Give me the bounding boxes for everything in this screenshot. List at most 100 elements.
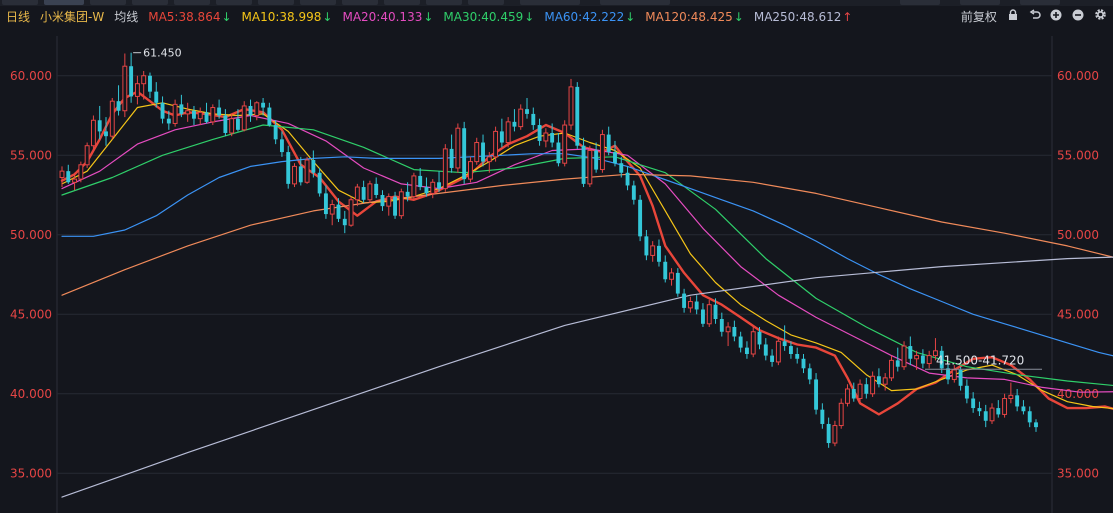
candle-body — [901, 345, 907, 368]
candle-body — [455, 127, 461, 169]
candle-body — [66, 171, 71, 183]
period-toolbar[interactable] — [0, 0, 1113, 6]
candle-body — [518, 108, 524, 128]
ma-line-ma250 — [61, 256, 1113, 498]
y-tick-label-left: 55.000 — [10, 148, 52, 162]
candle-body — [192, 110, 196, 119]
candle-body — [550, 132, 555, 143]
candle-body — [996, 408, 1001, 415]
candle-body — [599, 134, 605, 171]
arrow-down-icon: ↓ — [423, 10, 434, 24]
candle-body — [795, 354, 800, 359]
y-tick-label-left: 35.000 — [10, 466, 52, 480]
toolbar-button[interactable] — [300, 0, 336, 5]
candle-body — [738, 336, 743, 348]
candle-body — [449, 148, 454, 168]
candle-body — [474, 142, 480, 163]
y-axis-labels: 60.000 60.000 55.000 55.000 50.000 50.000 45.0… — [10, 69, 1099, 481]
ma-legend-item[interactable]: MA20:40.133 — [342, 10, 423, 24]
toolbar-button[interactable] — [132, 0, 168, 5]
toolbar-button[interactable] — [174, 0, 210, 5]
candle-body — [770, 355, 775, 362]
ma-items: MA5:38.864↓ MA10:38.998↓ MA20:40.133↓ MA30:… — [148, 10, 862, 24]
toolbar-button[interactable] — [600, 0, 670, 5]
toolbar-button[interactable] — [426, 0, 462, 5]
arrow-down-icon: ↓ — [322, 10, 333, 24]
ma-group-label[interactable]: 均线 — [114, 10, 139, 24]
ma-legend-item[interactable]: MA250:48.612 — [753, 10, 842, 24]
high-label: 61.450 — [143, 47, 182, 60]
candle-body — [750, 331, 756, 355]
candle-body — [775, 340, 781, 363]
candle-body — [261, 102, 266, 108]
y-tick-label-right: 45.000 — [1057, 307, 1099, 321]
candle-body — [481, 142, 485, 162]
candle-body — [1015, 395, 1020, 407]
candle-body — [914, 355, 920, 360]
candle-body — [442, 148, 448, 190]
toolbar-button[interactable] — [960, 0, 1000, 5]
candle-body — [594, 150, 599, 170]
undo-icon[interactable] — [1029, 9, 1045, 24]
candle-body — [380, 195, 385, 207]
candle-body — [657, 245, 661, 262]
candle-body — [832, 425, 838, 444]
y-tick-label-right: 40.000 — [1057, 387, 1099, 401]
candle-body — [405, 191, 410, 197]
candle-body — [160, 102, 165, 119]
candle-body — [116, 101, 121, 111]
toolbar-button[interactable] — [216, 0, 252, 5]
candle-body — [418, 175, 423, 188]
lock-icon[interactable] — [1007, 9, 1023, 24]
candle-body — [763, 344, 768, 356]
candle-body — [354, 186, 360, 201]
toolbar-button[interactable] — [90, 0, 126, 5]
candle-body — [556, 142, 561, 164]
ma-legend-item[interactable]: MA30:40.459 — [443, 10, 524, 24]
adjust-mode-button[interactable]: 前复权 — [960, 10, 997, 24]
toolbar-button-active[interactable] — [44, 0, 84, 5]
toolbar-button[interactable] — [1020, 0, 1060, 5]
candle-body — [694, 301, 699, 310]
candle-body — [531, 113, 536, 126]
candle-body — [977, 408, 982, 412]
ma-legend-item[interactable]: MA60:42.222 — [544, 10, 625, 24]
gear-icon[interactable] — [1094, 9, 1107, 24]
candle-body — [939, 350, 944, 369]
candle-body — [254, 102, 260, 116]
candle-body — [386, 196, 392, 207]
candle-body — [78, 164, 84, 180]
toolbar-button[interactable] — [900, 0, 940, 5]
candle-body — [619, 163, 624, 173]
ma-legend-item[interactable]: MA120:48.425 — [645, 10, 733, 24]
candle-body — [650, 245, 656, 256]
candle-body — [971, 398, 976, 409]
toolbar-button[interactable] — [342, 0, 378, 5]
candle-body — [273, 125, 278, 140]
candle-body — [820, 409, 825, 424]
candle-body — [109, 100, 115, 137]
candle-body — [757, 331, 762, 345]
toolbar-button[interactable] — [520, 0, 580, 5]
candle-body — [223, 115, 228, 133]
toolbar-button[interactable] — [2, 0, 38, 5]
candle-body — [851, 388, 856, 399]
candle-body — [801, 358, 806, 369]
toolbar-button[interactable] — [384, 0, 420, 5]
zoom-in-icon[interactable] — [1050, 9, 1066, 24]
y-tick-label-right: 55.000 — [1057, 148, 1099, 162]
candle-body — [229, 118, 235, 134]
ma-line-ma120 — [61, 173, 1113, 296]
y-tick-label-right: 60.000 — [1057, 69, 1099, 83]
period-label[interactable]: 日线 — [6, 10, 31, 24]
candle-body — [744, 347, 749, 354]
ma-legend-item[interactable]: MA5:38.864 — [148, 10, 221, 24]
candle-body — [682, 293, 687, 308]
candle-body — [512, 121, 517, 127]
zoom-out-icon[interactable] — [1072, 9, 1088, 24]
candle-body — [317, 172, 322, 194]
toolbar-button[interactable] — [258, 0, 294, 5]
toolbar-button[interactable] — [468, 0, 504, 5]
ma-legend-item[interactable]: MA10:38.998 — [241, 10, 322, 24]
